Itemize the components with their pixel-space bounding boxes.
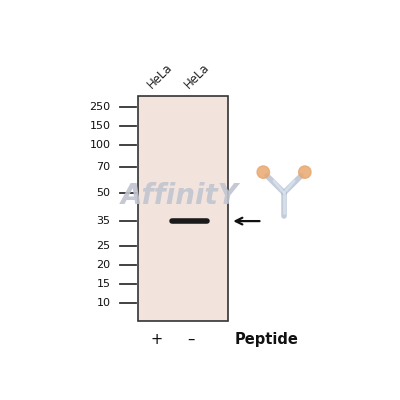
Text: 10: 10: [96, 298, 110, 308]
Circle shape: [299, 166, 311, 178]
Text: 250: 250: [89, 102, 110, 112]
Text: HeLa: HeLa: [145, 61, 175, 91]
Text: 25: 25: [96, 241, 110, 251]
Text: 35: 35: [96, 216, 110, 226]
Text: +: +: [151, 332, 163, 346]
Text: 150: 150: [90, 121, 110, 131]
Text: 15: 15: [96, 279, 110, 289]
Text: 20: 20: [96, 260, 110, 270]
Text: 70: 70: [96, 162, 110, 172]
Text: 50: 50: [96, 188, 110, 198]
Circle shape: [257, 166, 270, 178]
Text: 100: 100: [90, 140, 110, 150]
Text: –: –: [187, 332, 195, 346]
Text: AffinitY: AffinitY: [121, 182, 239, 210]
Text: HeLa: HeLa: [182, 61, 212, 91]
Bar: [138, 96, 228, 320]
Text: Peptide: Peptide: [234, 332, 298, 346]
